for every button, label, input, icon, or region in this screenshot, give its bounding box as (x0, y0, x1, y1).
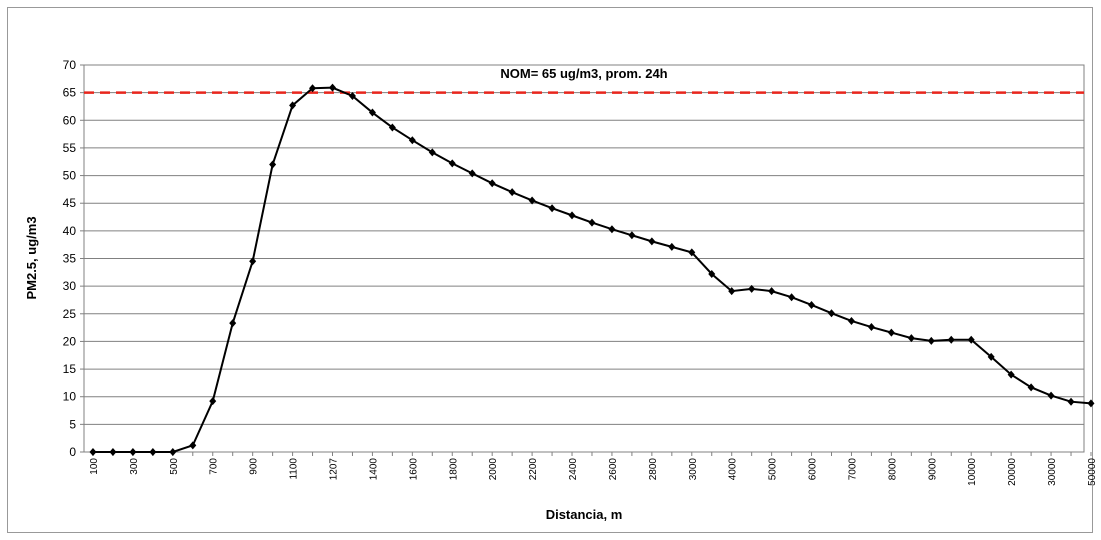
x-tick-label: 50000 (1087, 458, 1098, 486)
x-tick-label: 2400 (568, 458, 579, 481)
data-point (189, 441, 197, 450)
y-tick-label: 60 (63, 113, 77, 127)
data-point (907, 334, 915, 343)
data-point (329, 83, 337, 92)
data-point (1007, 370, 1015, 379)
x-tick-label: 1600 (408, 458, 419, 481)
x-tick-label: 1800 (448, 458, 459, 481)
y-tick-label: 20 (63, 334, 77, 348)
data-point (708, 269, 716, 278)
data-point (388, 123, 396, 132)
data-point (1087, 399, 1095, 408)
y-tick-label: 35 (63, 252, 77, 266)
data-point (867, 323, 875, 332)
data-point (588, 218, 596, 227)
y-tick-label: 15 (63, 362, 77, 376)
x-tick-label: 2800 (648, 458, 659, 481)
x-axis-title: Distancia, m (546, 507, 623, 522)
plot-border (83, 64, 1085, 453)
data-point (229, 319, 237, 328)
data-point (1047, 391, 1055, 400)
data-point (668, 242, 676, 251)
x-tick-label: 4000 (728, 458, 739, 481)
data-point (468, 169, 476, 178)
data-point (309, 84, 317, 93)
data-point (548, 204, 556, 213)
data-point (249, 257, 257, 266)
data-point (129, 448, 137, 456)
data-point (768, 287, 776, 296)
x-tick-label: 2600 (608, 458, 619, 481)
y-tick-label: 40 (63, 224, 77, 238)
data-point (528, 196, 536, 205)
data-point (828, 309, 836, 318)
reference-label: NOM= 65 ug/m3, prom. 24h (500, 66, 667, 81)
data-point (628, 231, 636, 240)
x-tick-label: 20000 (1007, 458, 1018, 486)
x-tick-label: 1400 (368, 458, 379, 481)
x-tick-label: 500 (169, 458, 180, 475)
y-tick-label: 65 (63, 86, 77, 100)
x-tick-label: 6000 (808, 458, 819, 481)
x-tick-label: 100 (89, 458, 100, 475)
data-point (289, 101, 297, 110)
data-point (448, 159, 456, 168)
data-point (508, 188, 516, 197)
data-point (209, 397, 217, 406)
y-tick-label: 50 (63, 169, 77, 183)
y-tick-label: 30 (63, 279, 77, 293)
x-tick-label: 3000 (688, 458, 699, 481)
y-tick-label: 10 (63, 390, 77, 404)
x-tick-label: 700 (209, 458, 220, 475)
data-point (648, 237, 656, 246)
data-point (788, 293, 796, 302)
x-tick-label: 7000 (847, 458, 858, 481)
data-point (109, 448, 117, 456)
data-point (1027, 383, 1035, 392)
data-point (488, 179, 496, 188)
data-point (149, 448, 157, 456)
chart-frame (7, 7, 1093, 533)
data-point (987, 352, 995, 361)
x-tick-label: 300 (129, 458, 140, 475)
x-tick-label: 9000 (927, 458, 938, 481)
data-point (927, 336, 935, 345)
data-point (428, 148, 436, 157)
x-tick-label: 2000 (488, 458, 499, 481)
data-point (269, 160, 277, 169)
data-point (89, 448, 97, 456)
data-point (688, 248, 696, 257)
y-tick-label: 5 (69, 417, 76, 431)
data-point (608, 225, 616, 234)
x-tick-label: 1207 (329, 458, 340, 481)
x-tick-label: 8000 (887, 458, 898, 481)
x-tick-label: 30000 (1047, 458, 1058, 486)
x-tick-label: 900 (249, 458, 260, 475)
x-tick-label: 1100 (289, 458, 300, 480)
data-point (348, 91, 356, 100)
y-tick-label: 25 (63, 307, 77, 321)
y-tick-label: 0 (69, 445, 76, 459)
data-point (1067, 397, 1075, 406)
data-point (568, 211, 576, 220)
data-point (748, 284, 756, 293)
data-point (808, 300, 816, 309)
data-point (947, 335, 955, 344)
x-tick-label: 2200 (528, 458, 539, 481)
x-tick-label: 5000 (768, 458, 779, 481)
y-tick-label: 45 (63, 196, 77, 210)
data-point (847, 316, 855, 325)
y-tick-label: 70 (63, 58, 77, 72)
x-tick-label: 10000 (967, 458, 978, 486)
data-point (967, 335, 975, 344)
data-point (368, 108, 376, 117)
data-point (408, 136, 416, 145)
y-axis-title: PM2.5, ug/m3 (24, 216, 39, 299)
data-point (728, 287, 736, 296)
data-point (887, 328, 895, 337)
data-point (169, 448, 177, 456)
y-tick-label: 55 (63, 141, 77, 155)
